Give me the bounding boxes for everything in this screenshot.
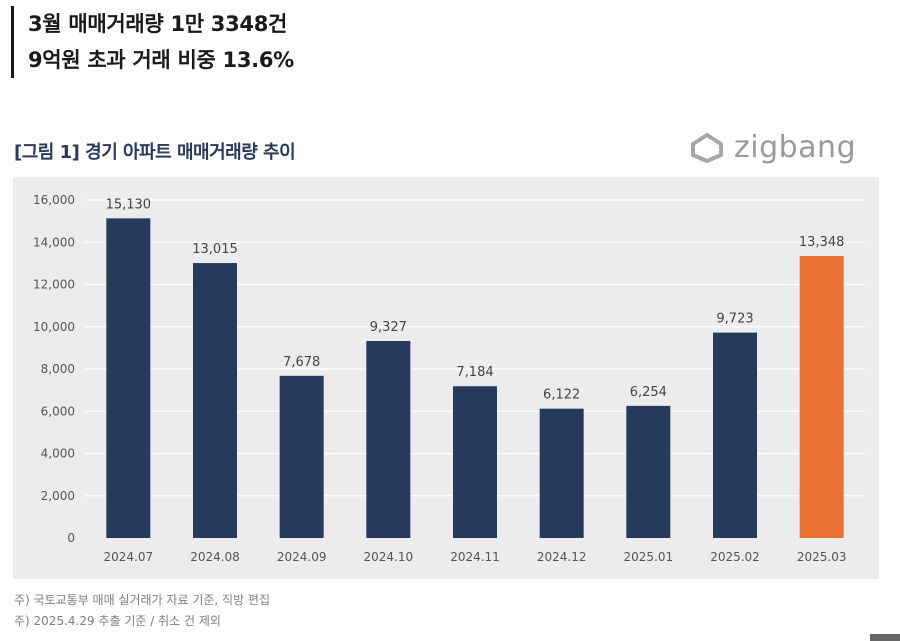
x-tick-label: 2024.07 bbox=[104, 550, 154, 564]
bar bbox=[453, 386, 497, 538]
data-label: 15,130 bbox=[106, 197, 152, 212]
data-label: 7,184 bbox=[456, 365, 493, 380]
bar bbox=[713, 332, 757, 538]
y-tick-label: 4,000 bbox=[41, 447, 75, 461]
y-tick-label: 14,000 bbox=[33, 235, 75, 249]
data-label: 9,327 bbox=[370, 320, 407, 335]
x-tick-label: 2025.02 bbox=[710, 550, 760, 564]
brand-logo: zigbang bbox=[688, 130, 856, 165]
corner-decoration bbox=[870, 634, 900, 641]
x-tick-label: 2025.03 bbox=[797, 550, 847, 564]
x-tick-label: 2024.11 bbox=[450, 550, 500, 564]
bar bbox=[366, 340, 411, 538]
headline: 3월 매매거래량 1만 3348건 9억원 초과 거래 비중 13.6% bbox=[11, 6, 294, 78]
brand-name: zigbang bbox=[734, 130, 857, 165]
y-tick-label: 10,000 bbox=[33, 320, 75, 334]
footnote-extraction: 주) 2025.4.29 추출 기준 / 취소 건 제외 bbox=[14, 614, 221, 628]
y-tick-label: 6,000 bbox=[41, 404, 75, 418]
x-tick-label: 2024.10 bbox=[364, 550, 414, 564]
x-tick-label: 2024.08 bbox=[190, 550, 240, 564]
x-tick-label: 2024.09 bbox=[277, 550, 327, 564]
figure-title: [그림 1] 경기 아파트 매매거래량 추이 bbox=[14, 142, 296, 163]
chart-panel: 0 2,000 4,000 6,000 8,000 10,000 12,000 14,000 1… bbox=[13, 177, 879, 579]
headline-line-2: 9억원 초과 거래 비중 13.6% bbox=[28, 48, 294, 72]
footnote-source: 주) 국토교통부 매매 실거래가 자료 기준, 직방 편집 bbox=[14, 593, 270, 607]
data-label: 13,015 bbox=[192, 242, 238, 257]
data-label: 7,678 bbox=[283, 355, 320, 370]
bar bbox=[279, 375, 324, 538]
zigbang-logo-icon bbox=[691, 132, 723, 163]
data-label: 6,122 bbox=[543, 388, 580, 403]
y-tick-label: 2,000 bbox=[41, 489, 75, 503]
bar-chart: 0 2,000 4,000 6,000 8,000 10,000 12,000 14,000 1… bbox=[33, 193, 865, 564]
bar bbox=[106, 218, 151, 538]
bar bbox=[539, 408, 584, 538]
footnotes: 주) 국토교통부 매매 실거래가 자료 기준, 직방 편집 주) 2025.4.… bbox=[14, 590, 270, 632]
data-label: 9,723 bbox=[716, 312, 753, 327]
data-label: 13,348 bbox=[799, 235, 845, 250]
bar bbox=[626, 405, 671, 538]
headline-line-1: 3월 매매거래량 1만 3348건 bbox=[28, 12, 288, 36]
bar bbox=[193, 263, 237, 538]
x-tick-label: 2025.01 bbox=[624, 550, 674, 564]
y-tick-label: 16,000 bbox=[33, 193, 75, 207]
y-tick-label: 0 bbox=[67, 531, 75, 545]
y-tick-label: 12,000 bbox=[33, 278, 75, 292]
x-tick-label: 2024.12 bbox=[537, 550, 587, 564]
bar bbox=[799, 256, 844, 538]
data-label: 6,254 bbox=[630, 385, 667, 400]
y-tick-label: 8,000 bbox=[41, 362, 75, 376]
